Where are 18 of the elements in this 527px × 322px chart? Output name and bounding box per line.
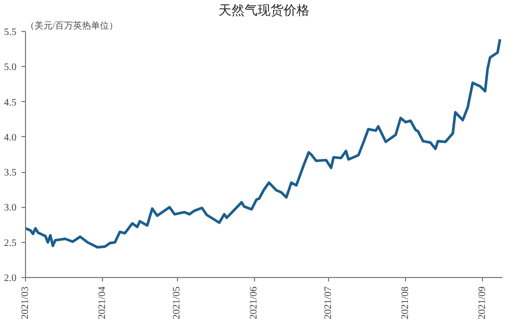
chart-title: 天然气现货价格: [218, 2, 310, 18]
y-tick-label: 4.5: [4, 97, 16, 108]
y-tick-label: 3.5: [4, 168, 16, 179]
x-tick-label: 2021/06: [248, 286, 260, 320]
x-tick-label: 2021/08: [400, 286, 412, 320]
x-tick-label: 2021/07: [323, 286, 334, 320]
x-tick-label: 2021/05: [172, 286, 183, 320]
y-tick-label: 3.0: [4, 202, 16, 214]
y-tick-label: 5.5: [4, 27, 16, 38]
line-series: [26, 38, 502, 249]
x-tick-label: 2021/03: [20, 286, 31, 320]
y-axis-title: （美元/百万英热单位）: [26, 20, 118, 30]
x-tick-label: 2021/09: [477, 286, 488, 320]
x-tick-label: 2021/04: [97, 286, 108, 320]
y-tick-label: 4.0: [4, 132, 16, 144]
y-tick-label: 2.5: [4, 238, 16, 249]
y-tick-label: 2.0: [4, 273, 16, 284]
y-tick-label: 5.0: [4, 62, 16, 74]
